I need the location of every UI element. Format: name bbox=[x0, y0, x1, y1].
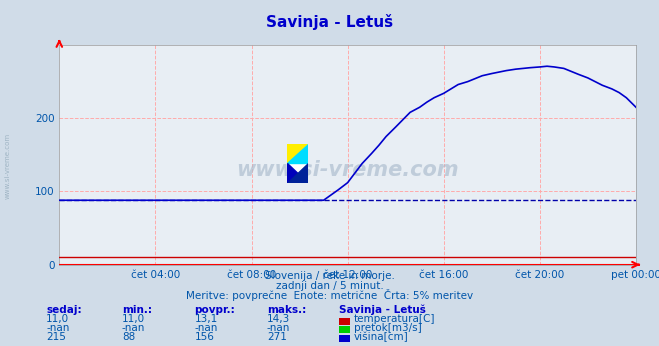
Text: povpr.:: povpr.: bbox=[194, 305, 235, 315]
Text: maks.:: maks.: bbox=[267, 305, 306, 315]
Text: -nan: -nan bbox=[122, 323, 145, 333]
Text: Savinja - Letuš: Savinja - Letuš bbox=[266, 15, 393, 30]
Text: -nan: -nan bbox=[267, 323, 290, 333]
Text: www.si-vreme.com: www.si-vreme.com bbox=[5, 133, 11, 199]
Text: 271: 271 bbox=[267, 332, 287, 342]
Text: Meritve: povprečne  Enote: metrične  Črta: 5% meritev: Meritve: povprečne Enote: metrične Črta:… bbox=[186, 289, 473, 301]
Text: zadnji dan / 5 minut.: zadnji dan / 5 minut. bbox=[275, 281, 384, 291]
Text: -nan: -nan bbox=[194, 323, 217, 333]
Text: sedaj:: sedaj: bbox=[46, 305, 82, 315]
Text: pretok[m3/s]: pretok[m3/s] bbox=[354, 323, 422, 333]
Text: 11,0: 11,0 bbox=[122, 315, 145, 325]
Text: višina[cm]: višina[cm] bbox=[354, 331, 409, 342]
Text: 88: 88 bbox=[122, 332, 135, 342]
Polygon shape bbox=[287, 164, 308, 183]
Text: 215: 215 bbox=[46, 332, 66, 342]
Text: temperatura[C]: temperatura[C] bbox=[354, 315, 436, 325]
Text: 156: 156 bbox=[194, 332, 214, 342]
Text: www.si-vreme.com: www.si-vreme.com bbox=[237, 160, 459, 180]
Polygon shape bbox=[287, 144, 308, 164]
Text: -nan: -nan bbox=[46, 323, 69, 333]
Text: min.:: min.: bbox=[122, 305, 152, 315]
Polygon shape bbox=[287, 144, 308, 164]
Polygon shape bbox=[287, 164, 308, 183]
Text: 13,1: 13,1 bbox=[194, 315, 217, 325]
Text: Savinja - Letuš: Savinja - Letuš bbox=[339, 304, 426, 315]
Text: Slovenija / reke in morje.: Slovenija / reke in morje. bbox=[264, 271, 395, 281]
Text: 14,3: 14,3 bbox=[267, 315, 290, 325]
Text: 11,0: 11,0 bbox=[46, 315, 69, 325]
